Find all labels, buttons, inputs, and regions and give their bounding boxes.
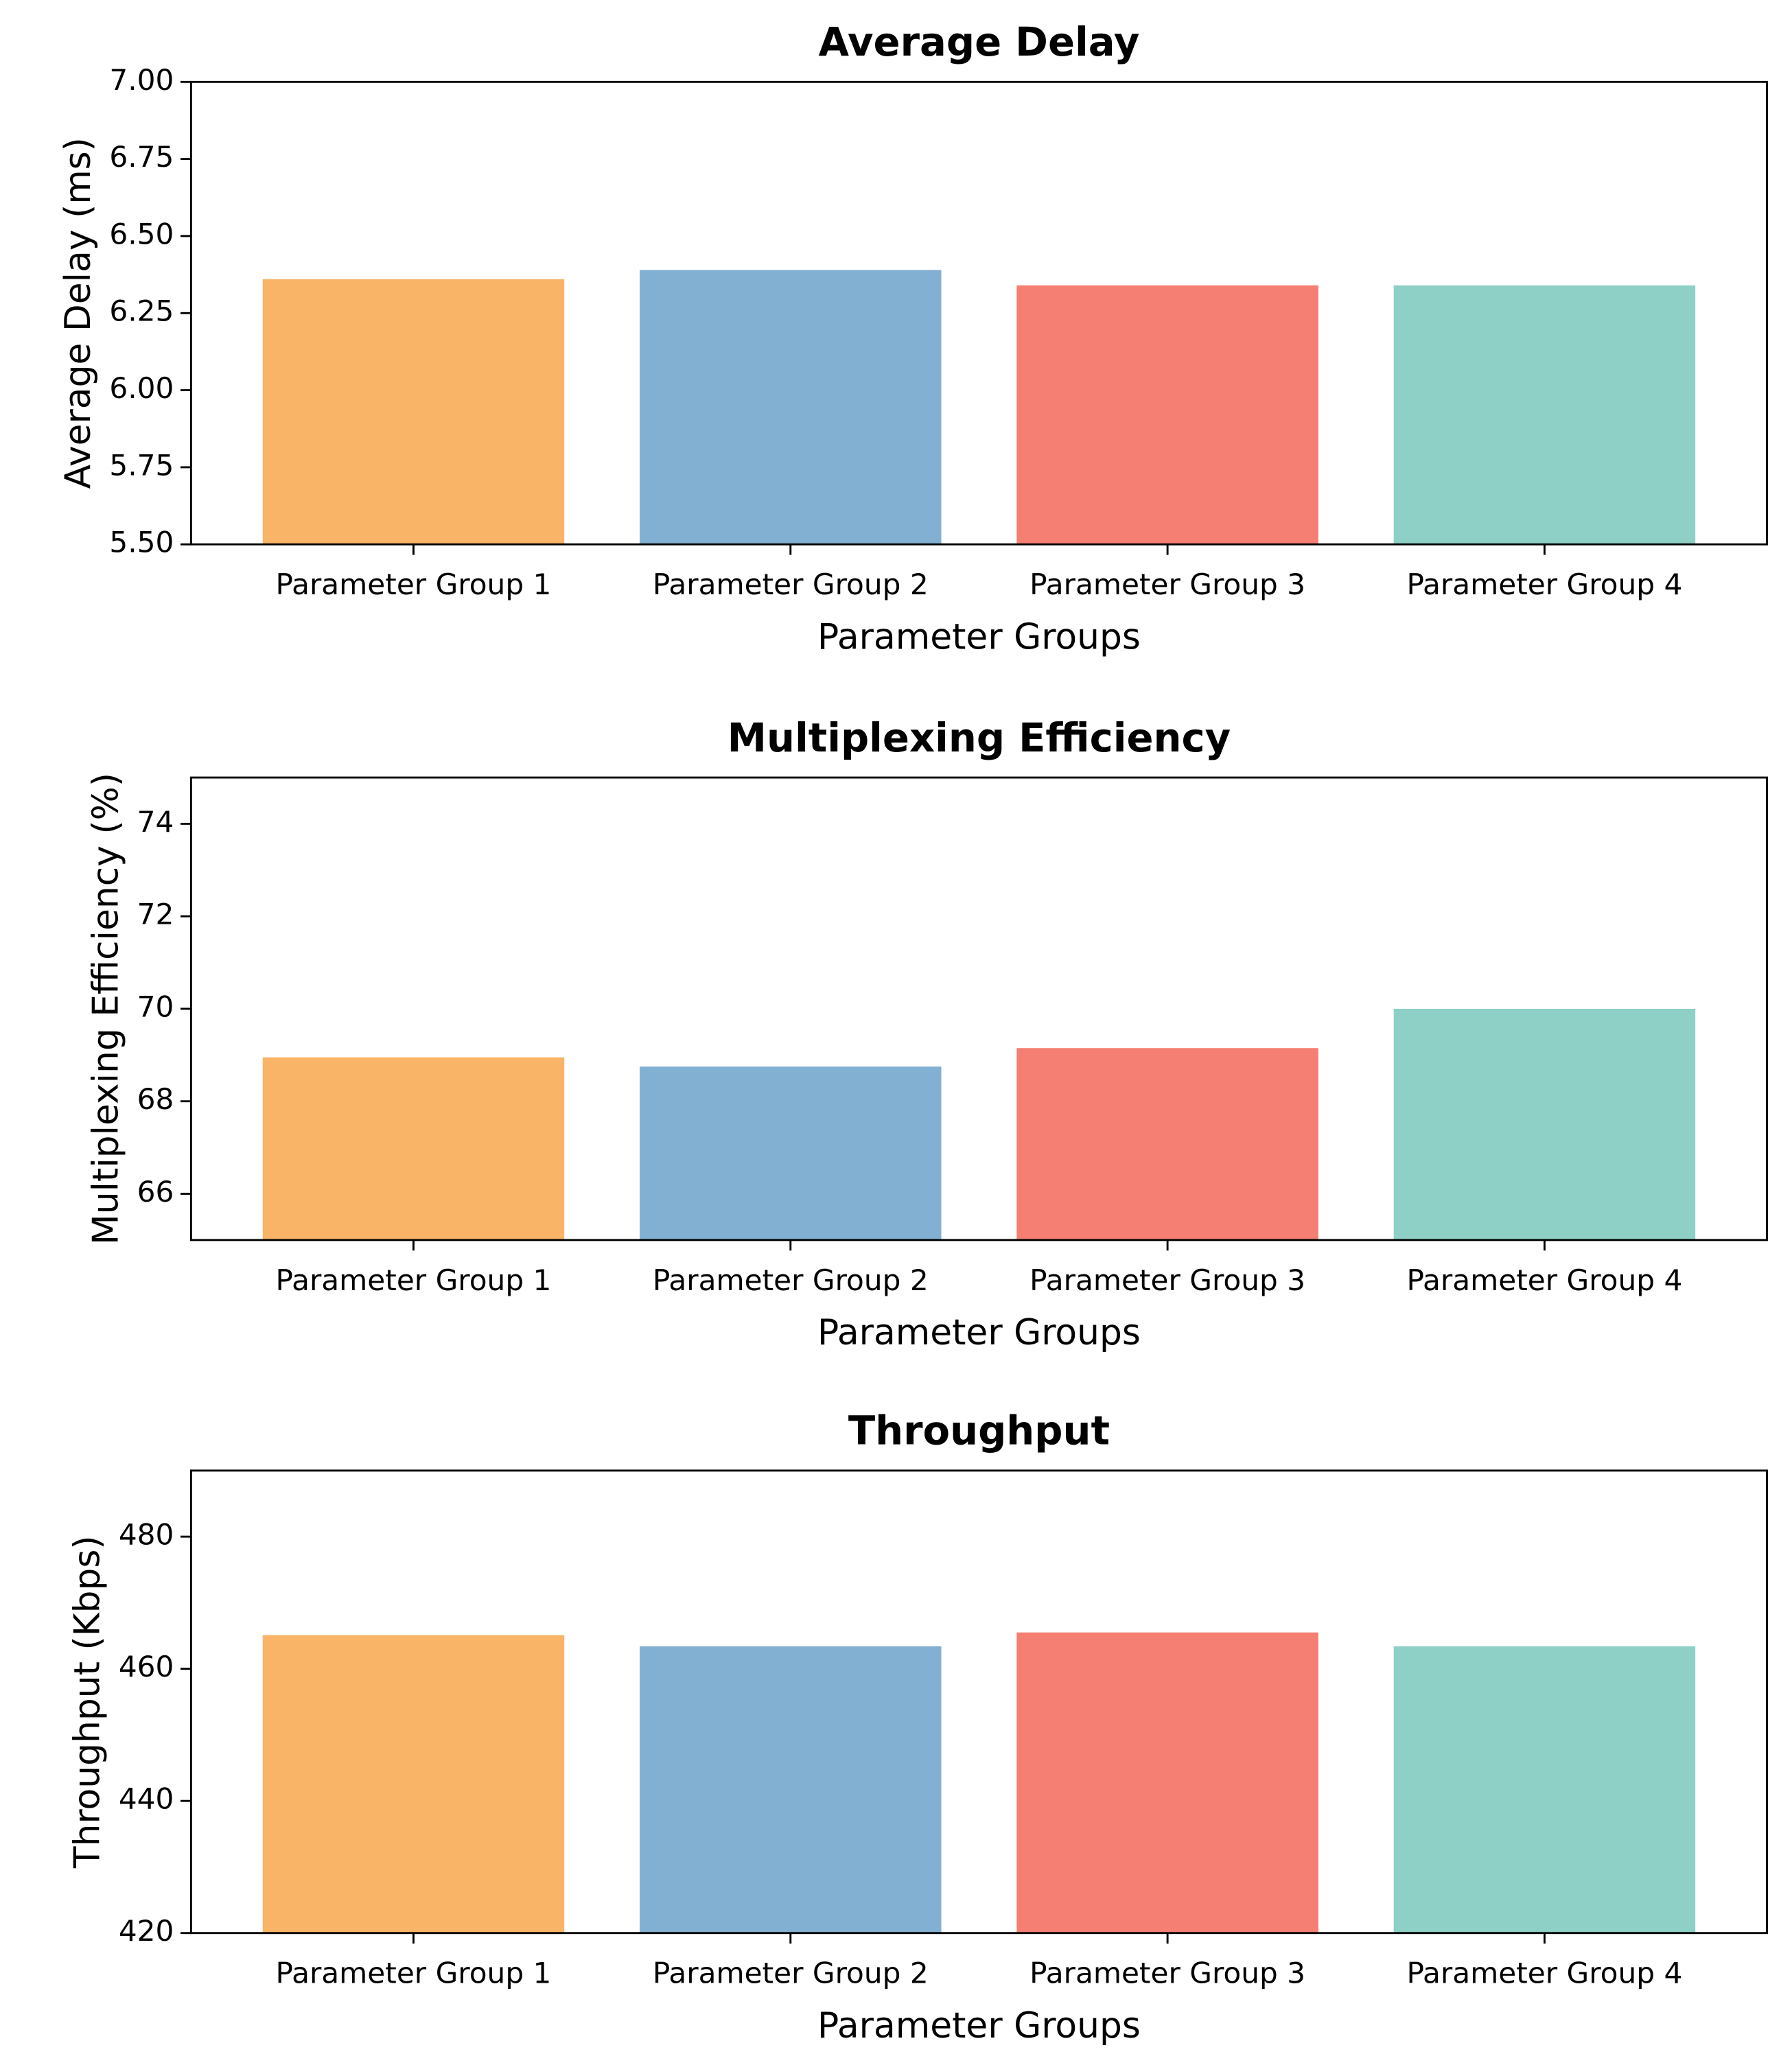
y-axis-label: Multiplexing Efficiency (%) <box>85 773 126 1245</box>
bar <box>1016 1048 1318 1240</box>
y-tick-label: 480 <box>119 1518 174 1552</box>
y-tick-label: 5.50 <box>109 526 174 559</box>
x-tick-label: Parameter Group 1 <box>276 1263 552 1297</box>
y-tick-label: 5.75 <box>109 448 174 482</box>
x-tick-label: Parameter Group 3 <box>1029 1263 1305 1297</box>
bar <box>1393 1008 1696 1240</box>
chart-title: Throughput <box>848 1408 1110 1454</box>
x-tick-label: Parameter Group 3 <box>1029 568 1305 601</box>
bar <box>640 1066 942 1240</box>
bar <box>1016 285 1318 545</box>
chart-title: Average Delay <box>819 19 1140 65</box>
x-axis-label: Parameter Groups <box>817 616 1141 657</box>
y-axis-label: Throughput (Kbps) <box>67 1535 108 1869</box>
x-tick-label: Parameter Group 4 <box>1406 1263 1682 1297</box>
x-tick-label: Parameter Group 2 <box>653 568 929 601</box>
chart-title: Multiplexing Efficiency <box>728 715 1231 761</box>
plot-frame <box>189 776 1768 1241</box>
subplot: Parameter Group 1 Parameter Group 2 Parame… <box>58 19 1768 657</box>
x-tick-label: Parameter Group 3 <box>1029 1957 1305 1990</box>
y-axis-label: Average Delay (ms) <box>58 137 99 489</box>
x-tick-label: Parameter Group 4 <box>1406 568 1682 601</box>
x-tick-label: Parameter Group 4 <box>1406 1957 1682 1990</box>
y-tick-label: 7.00 <box>109 63 174 97</box>
y-tick-label: 72 <box>137 898 174 931</box>
bar <box>640 270 942 545</box>
bar <box>640 1646 942 1933</box>
y-tick-label: 68 <box>137 1082 174 1116</box>
subplot: Parameter Group 1 Parameter Group 2 Parame… <box>67 1408 1768 2046</box>
bar <box>262 1635 565 1933</box>
bar <box>262 279 565 545</box>
y-tick-label: 460 <box>119 1650 174 1683</box>
x-axis-label: Parameter Groups <box>817 2005 1141 2046</box>
subplot: Parameter Group 1 Parameter Group 2 Parame… <box>85 715 1768 1353</box>
y-tick-label: 440 <box>119 1782 174 1816</box>
x-tick-label: Parameter Group 1 <box>276 1957 552 1990</box>
bar <box>1016 1632 1318 1933</box>
y-tick-label: 420 <box>119 1914 174 1948</box>
y-tick-label: 74 <box>137 805 174 839</box>
y-tick-label: 6.75 <box>109 140 174 174</box>
y-tick-label: 6.50 <box>109 217 174 250</box>
bar <box>262 1057 565 1240</box>
y-tick-label: 66 <box>137 1175 174 1209</box>
x-axis-label: Parameter Groups <box>817 1312 1141 1353</box>
y-tick-label: 6.25 <box>109 294 174 328</box>
y-tick-label: 6.00 <box>109 371 174 405</box>
plot-frame <box>189 1469 1768 1935</box>
x-tick-label: Parameter Group 1 <box>276 568 552 601</box>
x-tick-label: Parameter Group 2 <box>653 1263 929 1297</box>
x-tick-label: Parameter Group 2 <box>653 1957 929 1990</box>
bar <box>1393 285 1696 545</box>
plot-frame <box>189 80 1768 546</box>
bar <box>1393 1646 1696 1933</box>
y-tick-label: 70 <box>137 990 174 1023</box>
